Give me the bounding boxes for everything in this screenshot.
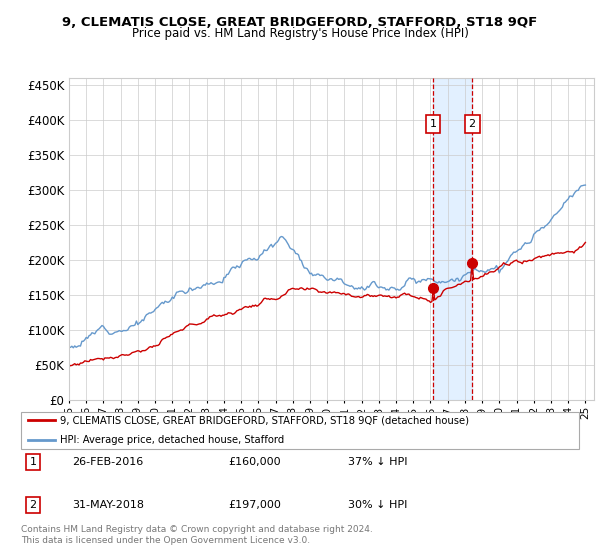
Text: Price paid vs. HM Land Registry's House Price Index (HPI): Price paid vs. HM Land Registry's House … — [131, 27, 469, 40]
Text: HPI: Average price, detached house, Stafford: HPI: Average price, detached house, Staf… — [60, 435, 284, 445]
Text: 2: 2 — [29, 500, 37, 510]
Text: £160,000: £160,000 — [228, 457, 281, 467]
Text: 26-FEB-2016: 26-FEB-2016 — [72, 457, 143, 467]
FancyBboxPatch shape — [21, 413, 579, 449]
Text: 31-MAY-2018: 31-MAY-2018 — [72, 500, 144, 510]
Text: 30% ↓ HPI: 30% ↓ HPI — [348, 500, 407, 510]
Text: 1: 1 — [430, 119, 437, 129]
Text: £197,000: £197,000 — [228, 500, 281, 510]
Bar — [433, 78, 472, 400]
Text: 9, CLEMATIS CLOSE, GREAT BRIDGEFORD, STAFFORD, ST18 9QF: 9, CLEMATIS CLOSE, GREAT BRIDGEFORD, STA… — [62, 16, 538, 29]
Text: 37% ↓ HPI: 37% ↓ HPI — [348, 457, 407, 467]
Text: 2: 2 — [469, 119, 476, 129]
Text: 9, CLEMATIS CLOSE, GREAT BRIDGEFORD, STAFFORD, ST18 9QF (detached house): 9, CLEMATIS CLOSE, GREAT BRIDGEFORD, STA… — [60, 415, 469, 425]
Text: 1: 1 — [29, 457, 37, 467]
Text: Contains HM Land Registry data © Crown copyright and database right 2024.
This d: Contains HM Land Registry data © Crown c… — [21, 525, 373, 545]
